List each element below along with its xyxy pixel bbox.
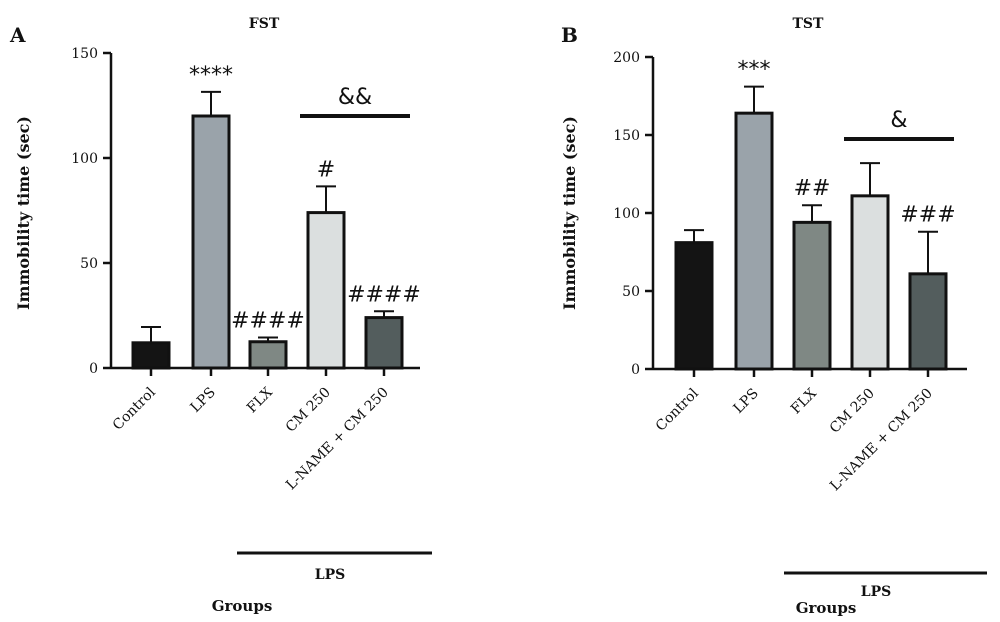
panel-a-ylabel: Immobility time (sec) bbox=[14, 116, 33, 310]
panel-b-bar bbox=[674, 241, 714, 371]
panel-b-bars: ***#####& bbox=[674, 58, 956, 371]
panel-b-y-tick-label: 0 bbox=[631, 362, 640, 378]
panel-a-bar bbox=[364, 316, 404, 370]
panel-a-y-tick-label: 100 bbox=[71, 151, 98, 167]
panel-a-xlabel: Groups bbox=[212, 597, 273, 615]
panel-b-title: TST bbox=[793, 16, 825, 32]
panel-b-comparison-label: & bbox=[890, 108, 907, 133]
panel-a-y-tick-label: 150 bbox=[71, 46, 98, 62]
panel-b-y-tick-label: 200 bbox=[613, 50, 640, 66]
panel-a-significance-label: **** bbox=[189, 63, 233, 88]
panel-a-bar bbox=[248, 340, 288, 370]
panel-b-label: B bbox=[561, 23, 578, 47]
panel-b-bar bbox=[908, 272, 948, 371]
panel-a-significance-label: #### bbox=[347, 282, 421, 307]
panel-b-y-tick-label: 150 bbox=[613, 128, 640, 144]
panel-a-label: A bbox=[9, 23, 26, 47]
panel-b-bar bbox=[850, 194, 890, 371]
panel-a-title: FST bbox=[249, 16, 280, 32]
panel-b-y-tick-label: 50 bbox=[622, 284, 640, 300]
panel-a-lps-bracket-label: LPS bbox=[315, 567, 345, 583]
panel-b-xlabel: Groups bbox=[796, 599, 857, 617]
panel-b-significance-label: ## bbox=[794, 176, 831, 201]
panel-a-bars: ****#########&& bbox=[131, 63, 421, 370]
panel-a-significance-label: #### bbox=[231, 309, 305, 334]
panel-a: A FST Immobility time (sec) 050100150Con… bbox=[9, 16, 432, 615]
panel-b-lps-bracket-label: LPS bbox=[861, 584, 891, 600]
panel-a-bar bbox=[191, 114, 231, 370]
panel-a-significance-label: # bbox=[317, 157, 335, 182]
panel-b-significance-label: ### bbox=[900, 203, 955, 228]
panel-a-comparison-label: && bbox=[338, 85, 372, 110]
panel-b-bar bbox=[792, 220, 832, 371]
panel-b-significance-label: *** bbox=[738, 58, 771, 83]
panel-a-bar bbox=[131, 341, 171, 370]
panel-b-bar bbox=[734, 111, 774, 371]
panel-b-y-tick-label: 100 bbox=[613, 206, 640, 222]
panel-a-bar bbox=[306, 211, 346, 370]
panel-b-ylabel: Immobility time (sec) bbox=[560, 116, 579, 310]
panel-a-y-tick-label: 50 bbox=[80, 256, 98, 272]
panel-a-y-tick-label: 0 bbox=[89, 361, 98, 377]
